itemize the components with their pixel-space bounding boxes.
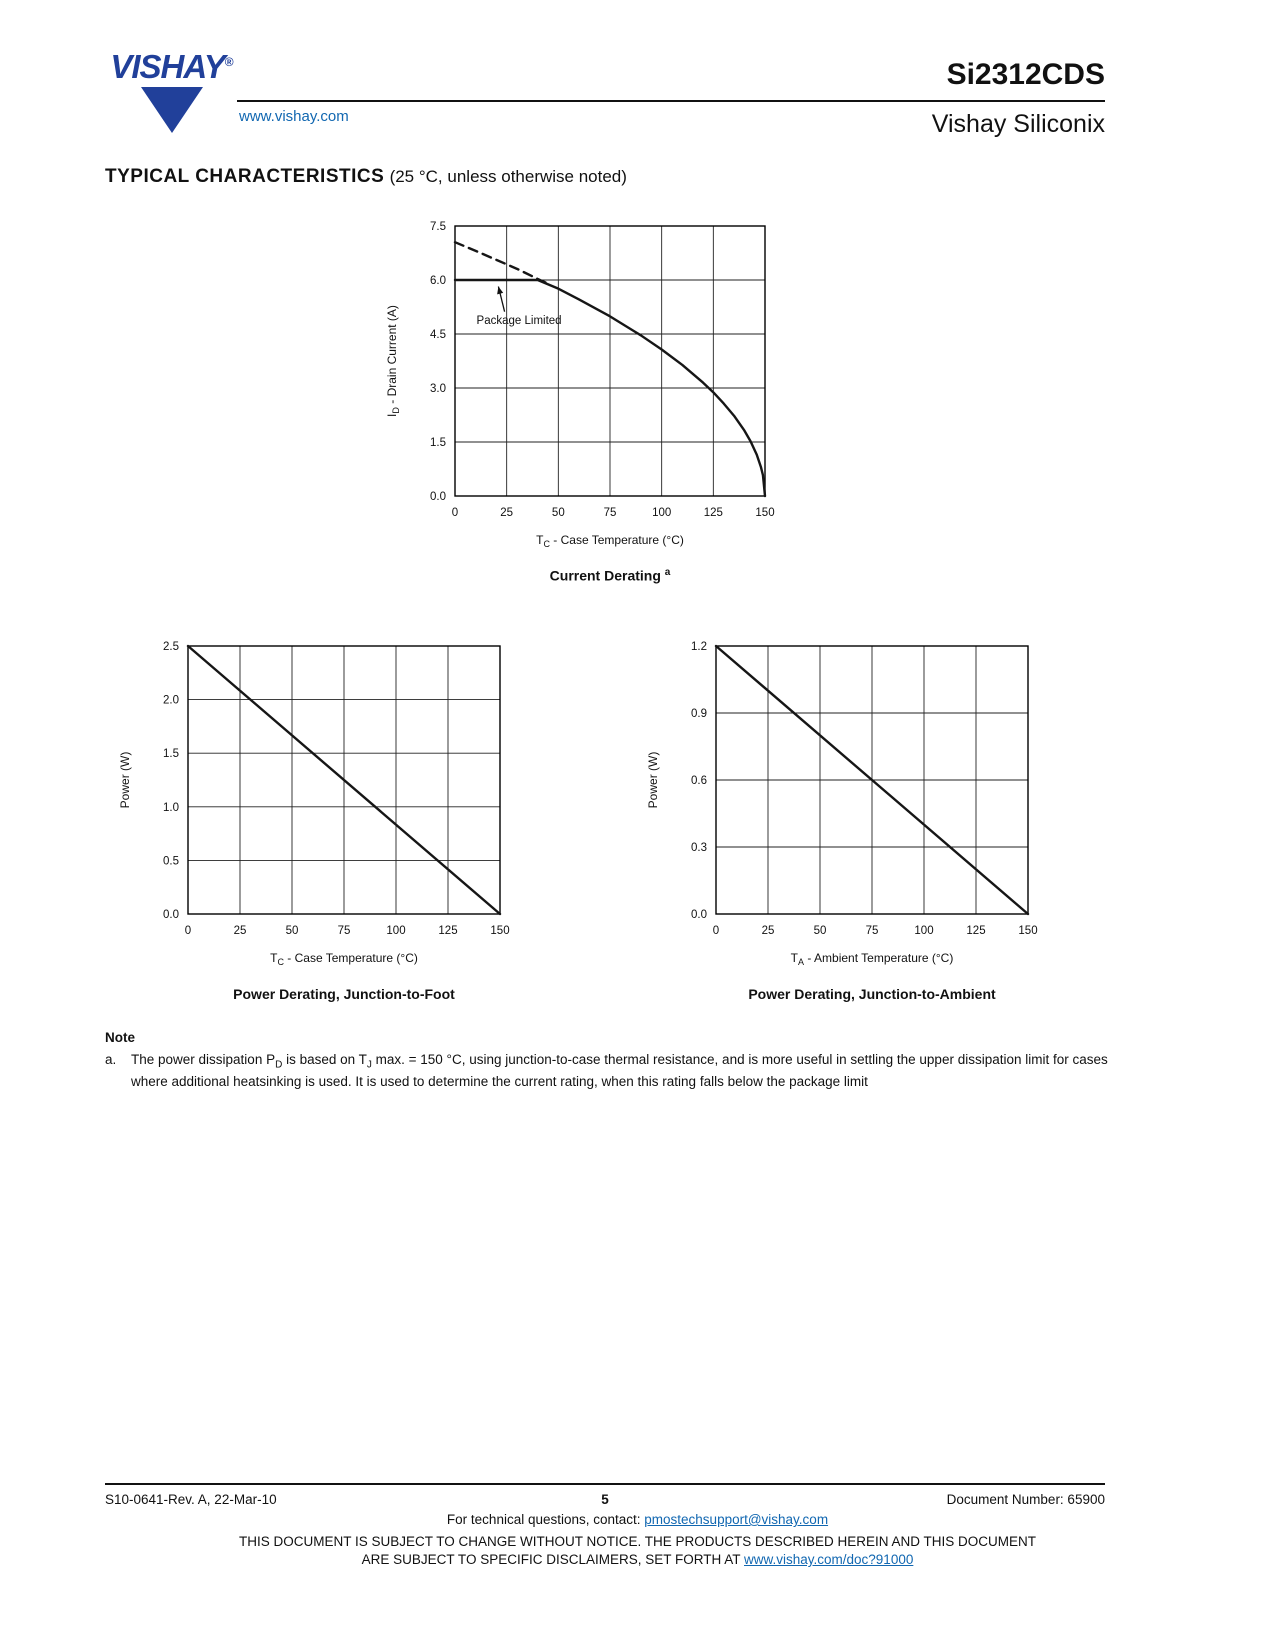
power-derating-junction-to-foot-chart: 0 25 50 75 100 125 150 0.0 0.5 1.0 1.5 2.0 2.5 TC - C… — [118, 641, 510, 967]
disclaimer-line-2: ARE SUBJECT TO SPECIFIC DISCLAIMERS, SET… — [0, 1552, 1275, 1567]
section-title-bold: TYPICAL CHARACTERISTICS — [105, 166, 385, 187]
contact-email-link[interactable]: pmostechsupport@vishay.com — [644, 1512, 829, 1527]
power-derating-junction-to-ambient-title: Power Derating, Junction-to-Ambient — [748, 986, 996, 1002]
vishay-logo-text: VISHAY — [110, 48, 225, 85]
svg-text:25: 25 — [500, 507, 513, 519]
contact-prefix: For technical questions, contact: — [446, 1512, 645, 1527]
package-limited-current — [453, 278, 767, 498]
section-title-condition: (25 °C, unless otherwise noted) — [389, 167, 627, 186]
svg-text:0.0: 0.0 — [430, 491, 446, 503]
svg-text:75: 75 — [604, 507, 617, 519]
thermal-derating-dashed — [453, 241, 550, 285]
svg-text:0.0: 0.0 — [691, 909, 707, 921]
svg-text:25: 25 — [762, 925, 775, 937]
svg-text:1.5: 1.5 — [430, 437, 446, 449]
current-derating-chart: 0 25 50 75 100 125 150 0.0 1.5 3.0 4.5 6.0 7.5 TC - C… — [385, 221, 775, 549]
svg-text:25: 25 — [234, 925, 247, 937]
svg-text:0: 0 — [713, 925, 719, 937]
svg-text:0: 0 — [452, 507, 458, 519]
power-derating-junction-to-foot-title: Power Derating, Junction-to-Foot — [233, 986, 455, 1002]
svg-text:0.5: 0.5 — [163, 855, 179, 867]
svg-text:150: 150 — [490, 925, 509, 937]
page-number: 5 — [601, 1492, 609, 1507]
revision-date: S10-0641-Rev. A, 22-Mar-10 — [105, 1492, 277, 1507]
svg-text:100: 100 — [914, 925, 933, 937]
disclaimer-line-1: THIS DOCUMENT IS SUBJECT TO CHANGE WITHO… — [238, 1534, 1037, 1549]
svg-text:6.0: 6.0 — [430, 275, 446, 287]
svg-text:150: 150 — [755, 507, 774, 519]
svg-text:75: 75 — [866, 925, 879, 937]
svg-text:0: 0 — [185, 925, 191, 937]
svg-text:100: 100 — [386, 925, 405, 937]
note-marker: a. — [105, 1052, 117, 1067]
disclaimer-prefix: ARE SUBJECT TO SPECIFIC DISCLAIMERS, SET… — [361, 1552, 744, 1567]
svg-text:100: 100 — [652, 507, 671, 519]
document-number: Document Number: 65900 — [946, 1492, 1105, 1507]
current-derating-chart-title: Current Derating a — [549, 567, 671, 584]
svg-text:TA - Ambient Temperature (°C): TA - Ambient Temperature (°C) — [791, 951, 954, 967]
vishay-triangle-icon — [141, 87, 203, 133]
section-title: TYPICAL CHARACTERISTICS (25 °C, unless o… — [105, 166, 627, 188]
svg-text:TC - Case Temperature (°C): TC - Case Temperature (°C) — [270, 951, 418, 967]
power-derating-junction-to-ambient-chart: 0 25 50 75 100 125 150 0.0 0.3 0.6 0.9 1.2 TA - Ambi… — [646, 641, 1038, 967]
footer-row: S10-0641-Rev. A, 22-Mar-10 5 Document Nu… — [105, 1492, 1105, 1507]
svg-text:3.0: 3.0 — [430, 383, 446, 395]
svg-text:50: 50 — [552, 507, 565, 519]
website-link[interactable]: www.vishay.com — [239, 108, 349, 125]
svg-text:0.6: 0.6 — [691, 775, 707, 787]
note-text: The power dissipation PD is based on TJ … — [131, 1052, 1108, 1089]
note-item-a: a. The power dissipation PD is based on … — [105, 1051, 1111, 1092]
svg-text:50: 50 — [814, 925, 827, 937]
svg-text:0.9: 0.9 — [691, 708, 707, 720]
header-divider — [237, 100, 1105, 102]
svg-text:Power (W): Power (W) — [118, 752, 132, 809]
svg-text:75: 75 — [338, 925, 351, 937]
svg-text:125: 125 — [966, 925, 985, 937]
power-junction-to-ambient — [714, 644, 1030, 916]
svg-text:125: 125 — [438, 925, 457, 937]
note-heading: Note — [105, 1030, 135, 1045]
svg-text:Package Limited: Package Limited — [477, 315, 562, 327]
svg-text:1.5: 1.5 — [163, 748, 179, 760]
svg-text:0.0: 0.0 — [163, 909, 179, 921]
power-junction-to-foot — [186, 644, 502, 916]
contact-line: For technical questions, contact: pmoste… — [0, 1512, 1275, 1527]
svg-text:50: 50 — [286, 925, 299, 937]
svg-text:Power (W): Power (W) — [646, 752, 660, 809]
svg-text:ID - Drain Current (A): ID - Drain Current (A) — [385, 305, 401, 417]
vishay-logo-wordmark: VISHAY® — [105, 50, 239, 83]
svg-text:2.5: 2.5 — [163, 641, 179, 653]
svg-text:0.3: 0.3 — [691, 842, 707, 854]
svg-text:TC - Case Temperature (°C): TC - Case Temperature (°C) — [536, 533, 684, 549]
part-number: Si2312CDS — [946, 58, 1105, 91]
svg-text:2.0: 2.0 — [163, 695, 179, 707]
svg-text:125: 125 — [704, 507, 723, 519]
svg-text:7.5: 7.5 — [430, 221, 446, 233]
registered-trademark-icon: ® — [224, 55, 234, 69]
svg-text:1.0: 1.0 — [163, 802, 179, 814]
svg-text:150: 150 — [1018, 925, 1037, 937]
vishay-logo: VISHAY® — [105, 50, 239, 133]
footer-divider — [105, 1483, 1105, 1485]
svg-text:4.5: 4.5 — [430, 329, 446, 341]
disclaimer-doc-link[interactable]: www.vishay.com/doc?91000 — [744, 1552, 914, 1567]
division-name: Vishay Siliconix — [931, 110, 1105, 138]
svg-text:1.2: 1.2 — [691, 641, 707, 653]
